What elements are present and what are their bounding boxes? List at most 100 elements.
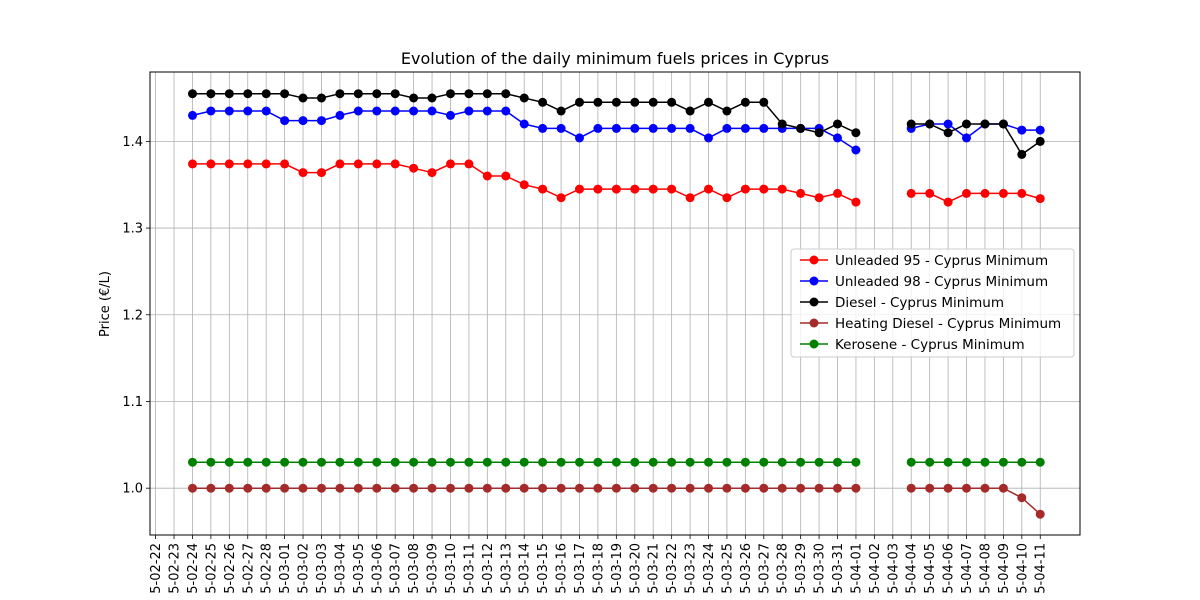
data-point xyxy=(630,184,640,194)
y-tick-label: 1.3 xyxy=(122,222,143,237)
data-point xyxy=(372,457,382,467)
data-point xyxy=(1035,509,1045,519)
y-tick-label: 1.0 xyxy=(122,482,143,497)
data-point xyxy=(390,89,400,99)
data-point xyxy=(261,106,271,116)
data-point xyxy=(538,184,548,194)
data-point xyxy=(925,457,935,467)
data-point xyxy=(280,159,290,169)
data-point xyxy=(280,483,290,493)
data-point xyxy=(224,89,234,99)
data-point xyxy=(188,110,197,120)
data-point xyxy=(630,483,640,493)
data-point xyxy=(464,159,474,169)
x-tick-label: 5-03-06 xyxy=(370,543,385,594)
data-point xyxy=(722,106,732,116)
x-tick-label: 5-04-08 xyxy=(978,543,993,594)
data-point xyxy=(962,188,971,198)
data-point xyxy=(998,457,1008,467)
data-point xyxy=(925,188,935,198)
x-tick-label: 5-04-05 xyxy=(923,543,938,594)
data-point xyxy=(188,457,197,467)
data-point xyxy=(851,483,861,493)
data-point xyxy=(796,457,806,467)
data-point xyxy=(722,457,732,467)
data-point xyxy=(667,483,677,493)
data-point xyxy=(1035,194,1045,204)
data-point xyxy=(685,123,695,133)
data-point xyxy=(224,106,234,116)
data-point xyxy=(243,457,253,467)
data-point xyxy=(667,97,677,107)
data-point xyxy=(980,457,990,467)
x-tick-label: 5-04-02 xyxy=(868,543,883,594)
legend-label: Unleaded 95 - Cyprus Minimum xyxy=(835,253,1048,269)
data-point xyxy=(796,123,806,133)
x-tick-label: 5-04-10 xyxy=(1015,543,1030,594)
data-point xyxy=(427,457,437,467)
x-tick-label: 5-03-30 xyxy=(813,543,828,594)
data-point xyxy=(501,457,511,467)
data-point xyxy=(335,159,345,169)
data-point xyxy=(611,483,621,493)
legend-label: Diesel - Cyprus Minimum xyxy=(835,295,1004,311)
data-point xyxy=(814,457,824,467)
x-tick-label: 5-02-28 xyxy=(260,543,275,594)
data-point xyxy=(648,184,658,194)
data-point xyxy=(943,483,953,493)
x-tick-label: 5-03-22 xyxy=(665,543,680,594)
data-point xyxy=(814,193,824,203)
y-tick-label: 1.4 xyxy=(122,135,143,150)
data-point xyxy=(427,168,437,178)
x-tick-label: 5-03-20 xyxy=(628,543,643,594)
data-point xyxy=(446,483,455,493)
x-tick-label: 5-03-11 xyxy=(462,543,477,594)
legend-marker xyxy=(809,339,819,349)
data-point xyxy=(704,457,713,467)
data-point xyxy=(704,97,713,107)
data-point xyxy=(833,119,842,129)
data-point xyxy=(409,483,419,493)
data-point xyxy=(575,97,584,107)
data-point xyxy=(962,133,971,143)
x-tick-label: 5-03-29 xyxy=(794,543,809,594)
data-point xyxy=(575,184,584,194)
data-point xyxy=(298,116,308,126)
data-point xyxy=(519,483,529,493)
y-tick-label: 1.2 xyxy=(122,308,143,323)
data-point xyxy=(464,106,474,116)
series-group xyxy=(188,457,1045,467)
data-point xyxy=(353,89,363,99)
x-tick-label: 5-02-23 xyxy=(168,543,183,594)
x-tick-label: 5-03-21 xyxy=(647,543,662,594)
data-point xyxy=(501,483,511,493)
data-point xyxy=(611,123,621,133)
data-point xyxy=(556,123,566,133)
x-tick-label: 5-03-31 xyxy=(831,543,846,594)
data-point xyxy=(777,184,787,194)
data-point xyxy=(759,184,769,194)
x-tick-label: 5-02-27 xyxy=(241,543,256,594)
data-point xyxy=(1035,457,1045,467)
series-group xyxy=(188,159,1045,207)
data-point xyxy=(482,106,492,116)
data-point xyxy=(722,193,732,203)
legend-label: Unleaded 98 - Cyprus Minimum xyxy=(835,274,1048,290)
x-tick-label: 5-02-26 xyxy=(223,543,238,594)
data-point xyxy=(943,197,953,207)
data-point xyxy=(538,97,548,107)
data-point xyxy=(906,457,916,467)
data-point xyxy=(796,483,806,493)
data-point xyxy=(482,483,492,493)
data-point xyxy=(538,457,548,467)
data-point xyxy=(261,457,271,467)
legend-marker xyxy=(809,318,819,328)
data-point xyxy=(464,457,474,467)
x-tick-label: 5-03-23 xyxy=(684,543,699,594)
data-point xyxy=(1035,125,1045,135)
x-tick-label: 5-04-04 xyxy=(905,543,920,594)
data-point xyxy=(1017,493,1027,503)
data-point xyxy=(556,193,566,203)
data-point xyxy=(335,89,345,99)
